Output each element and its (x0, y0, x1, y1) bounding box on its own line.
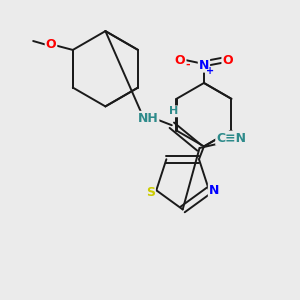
Text: C≡N: C≡N (216, 132, 246, 145)
Text: NH: NH (138, 112, 158, 125)
Text: +: + (206, 66, 214, 76)
Text: O: O (46, 38, 56, 52)
Text: -: - (186, 60, 190, 70)
Text: O: O (175, 54, 185, 67)
Text: N: N (209, 184, 219, 197)
Text: O: O (222, 54, 233, 67)
Text: S: S (146, 186, 155, 199)
Text: H: H (169, 106, 178, 116)
Text: N: N (199, 58, 209, 72)
